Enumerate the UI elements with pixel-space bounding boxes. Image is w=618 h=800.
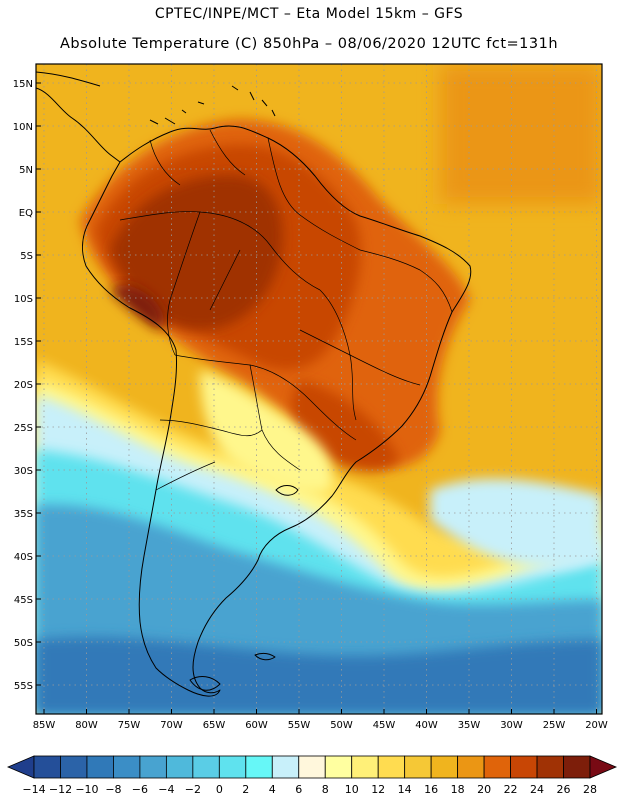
lat-label: 5N [19, 165, 33, 176]
colorbar-swatch [324, 755, 353, 779]
colorbar-label: 18 [451, 783, 465, 796]
lon-label: 65W [203, 720, 226, 731]
colorbar-label: 10 [345, 783, 359, 796]
lat-label: 15N [13, 79, 33, 90]
lat-label: 45S [14, 595, 33, 606]
lat-label: 10N [13, 122, 33, 133]
colorbar-label: −14 [22, 783, 45, 796]
colorbar-swatch [510, 755, 538, 779]
chart-title-line1: CPTEC/INPE/MCT – Eta Model 15km – GFS [154, 6, 464, 22]
colorbar-label: 26 [557, 783, 571, 796]
colorbar-swatch [351, 755, 379, 779]
lat-label: 15S [14, 337, 33, 348]
lon-label: 70W [160, 720, 183, 731]
lon-label: 45W [373, 720, 396, 731]
lat-label: 25S [14, 423, 33, 434]
colorbar-swatch [192, 755, 220, 779]
longitude-labels: 85W 80W 75W 70W 65W 60W 55W 50W 45W 40W 35W 30W 25W 2… [33, 720, 608, 731]
colorbar-label: 28 [583, 783, 597, 796]
colorbar-label: −8 [105, 783, 121, 796]
colorbar-swatch [563, 755, 591, 779]
coastline [36, 71, 472, 697]
lat-label: 55S [14, 681, 33, 692]
lon-label: 35W [458, 720, 481, 731]
colorbar-swatch [113, 755, 141, 779]
lat-label: 5S [20, 251, 33, 262]
colorbar-label: 6 [295, 783, 302, 796]
lat-label: 35S [14, 509, 33, 520]
country-borders [119, 129, 453, 491]
lat-label: 40S [14, 552, 33, 563]
lon-label: 75W [118, 720, 141, 731]
colorbar-label: 2 [242, 783, 249, 796]
lon-label: 30W [500, 720, 523, 731]
colorbar-label: −2 [185, 783, 201, 796]
colorbar-label: −10 [75, 783, 98, 796]
colorbar-label: 12 [371, 783, 385, 796]
colorbar-label: 8 [322, 783, 329, 796]
lat-label: 20S [14, 380, 33, 391]
colorbar-label: 0 [216, 783, 223, 796]
colorbar-swatch [483, 755, 511, 779]
colorbar-swatch [139, 755, 167, 779]
lon-label: 40W [415, 720, 438, 731]
colorbar-swatch [430, 755, 459, 779]
colorbar-label: 4 [269, 783, 276, 796]
colorbar-swatch [218, 755, 247, 779]
lon-label: 20W [585, 720, 608, 731]
colorbar-swatch [457, 755, 485, 779]
lat-label: EQ [19, 208, 33, 219]
colorbar-swatch [271, 755, 300, 779]
colorbar-label: −4 [158, 783, 174, 796]
lon-label: 60W [245, 720, 268, 731]
colorbar [6, 755, 618, 779]
colorbar-swatch [377, 755, 406, 779]
axis-ticks [36, 82, 597, 714]
colorbar-label: −12 [49, 783, 72, 796]
lon-label: 80W [75, 720, 98, 731]
lon-label: 25W [543, 720, 566, 731]
colorbar-label: 14 [398, 783, 412, 796]
chart-title-line2: Absolute Temperature (C) 850hPa – 08/06/… [59, 36, 559, 52]
colorbar-swatch [86, 755, 114, 779]
colorbar-label: 22 [504, 783, 518, 796]
colorbar-swatch [245, 755, 273, 779]
colorbar-swatch [536, 755, 564, 779]
colorbar-swatch [298, 755, 326, 779]
lat-lon-grid [36, 64, 602, 714]
colorbar-label: 24 [530, 783, 544, 796]
colorbar-swatch [33, 755, 61, 779]
colorbar-labels: −14 −12 −10 −8 −6 −4 −2 0 2 4 6 8 10 12 14 16 18 20 22 24 26… [22, 783, 597, 796]
colorbar-label: 16 [424, 783, 438, 796]
latitude-labels: 15N 10N 5N EQ 5S 10S 15S 20S 25S 30S 35S 40S 45S 50S 5… [13, 79, 33, 692]
lat-label: 10S [14, 294, 33, 305]
map-frame [35, 63, 603, 715]
colorbar-arrow-right [589, 755, 618, 779]
colorbar-label: −6 [132, 783, 148, 796]
colorbar-label: 20 [477, 783, 491, 796]
lat-label: 30S [14, 466, 33, 477]
lon-label: 55W [288, 720, 311, 731]
lat-label: 50S [14, 638, 33, 649]
colorbar-swatch [60, 755, 88, 779]
colorbar-arrow-left [6, 755, 35, 779]
colorbar-swatch [165, 755, 194, 779]
temperature-field [36, 64, 602, 714]
colorbar-swatch [404, 755, 432, 779]
lon-label: 85W [33, 720, 56, 731]
lon-label: 50W [330, 720, 353, 731]
